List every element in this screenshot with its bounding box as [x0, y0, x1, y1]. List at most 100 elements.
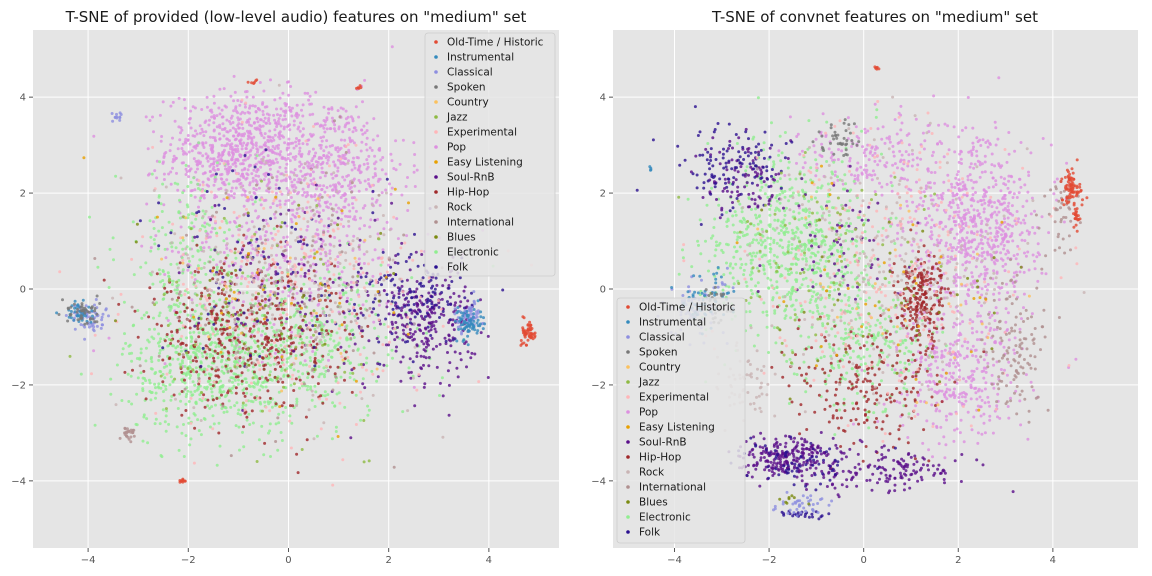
scatter-point [302, 263, 306, 267]
scatter-point [319, 257, 322, 261]
scatter-point [341, 130, 345, 134]
scatter-point [333, 236, 337, 239]
scatter-point [289, 196, 293, 199]
scatter-point [290, 330, 294, 334]
scatter-point [304, 363, 308, 367]
scatter-point [161, 390, 165, 394]
scatter-point [368, 306, 372, 310]
scatter-point [222, 87, 226, 91]
scatter-point [204, 308, 208, 312]
scatter-point [358, 171, 362, 175]
scatter-point [297, 214, 301, 218]
scatter-point [209, 190, 213, 194]
scatter-point [213, 180, 217, 183]
scatter-point [336, 381, 340, 385]
scatter-point [259, 237, 263, 241]
scatter-point [283, 345, 287, 348]
scatter-point [254, 174, 258, 178]
scatter-point [419, 281, 423, 285]
scatter-point [227, 294, 231, 298]
scatter-point [332, 127, 336, 131]
scatter-point [228, 120, 231, 123]
scatter-point [273, 358, 277, 362]
scatter-point [365, 148, 369, 152]
scatter-point [243, 362, 247, 366]
scatter-point [340, 209, 344, 213]
scatter-point [203, 350, 207, 354]
scatter-point [231, 353, 235, 357]
scatter-point [276, 287, 280, 290]
scatter-point [294, 356, 298, 360]
scatter-point [463, 326, 467, 330]
scatter-point [225, 160, 229, 164]
scatter-point [227, 153, 231, 157]
scatter-point [376, 256, 380, 260]
scatter-point [209, 352, 212, 356]
scatter-point [204, 346, 208, 350]
scatter-point [237, 425, 241, 429]
scatter-point [353, 184, 357, 188]
scatter-point [387, 340, 391, 344]
scatter-point [220, 172, 224, 176]
scatter-point [297, 139, 301, 143]
scatter-point [232, 290, 236, 294]
scatter-point [276, 146, 280, 150]
scatter-point [232, 210, 236, 214]
scatter-point [330, 116, 334, 120]
scatter-point [264, 141, 267, 145]
scatter-point [418, 328, 422, 332]
scatter-point [422, 348, 426, 352]
scatter-point [433, 291, 437, 295]
scatter-point [523, 332, 527, 336]
scatter-point [272, 113, 276, 117]
scatter-point [185, 351, 188, 355]
scatter-point [261, 409, 264, 413]
scatter-point [281, 91, 285, 95]
scatter-point [159, 386, 163, 390]
scatter-point [315, 204, 319, 207]
scatter-point [334, 425, 338, 429]
scatter-point [360, 140, 364, 144]
scatter-point [233, 251, 237, 255]
scatter-point [228, 279, 232, 283]
scatter-point [233, 297, 237, 301]
scatter-point [227, 311, 231, 315]
scatter-point [274, 187, 278, 190]
scatter-point [181, 149, 185, 153]
scatter-point [205, 190, 209, 193]
scatter-point [333, 372, 337, 376]
scatter-point [219, 379, 223, 383]
scatter-point [372, 351, 376, 355]
scatter-point [310, 299, 314, 303]
scatter-point [314, 390, 318, 394]
scatter-point [338, 262, 342, 265]
scatter-point [125, 427, 129, 431]
scatter-point [230, 158, 234, 162]
scatter-point [351, 130, 355, 134]
scatter-point [287, 198, 291, 202]
scatter-point [162, 282, 166, 286]
scatter-point [373, 297, 377, 301]
scatter-point [164, 233, 168, 237]
scatter-point [187, 175, 191, 179]
scatter-point [256, 277, 260, 281]
scatter-point [457, 294, 461, 298]
scatter-point [201, 141, 205, 145]
scatter-point [382, 363, 386, 367]
scatter-point [295, 115, 299, 119]
scatter-point [374, 200, 378, 204]
scatter-point [252, 353, 255, 356]
scatter-point [264, 218, 268, 222]
scatter-point [472, 319, 476, 323]
scatter-point [150, 360, 154, 364]
scatter-point [297, 262, 301, 266]
scatter-point [465, 365, 468, 369]
scatter-point [193, 426, 197, 430]
scatter-point [321, 324, 325, 328]
scatter-point [218, 226, 222, 230]
scatter-point [169, 104, 173, 108]
scatter-point [170, 283, 174, 286]
scatter-point [81, 298, 85, 302]
scatter-point [377, 237, 380, 241]
scatter-point [93, 423, 97, 427]
